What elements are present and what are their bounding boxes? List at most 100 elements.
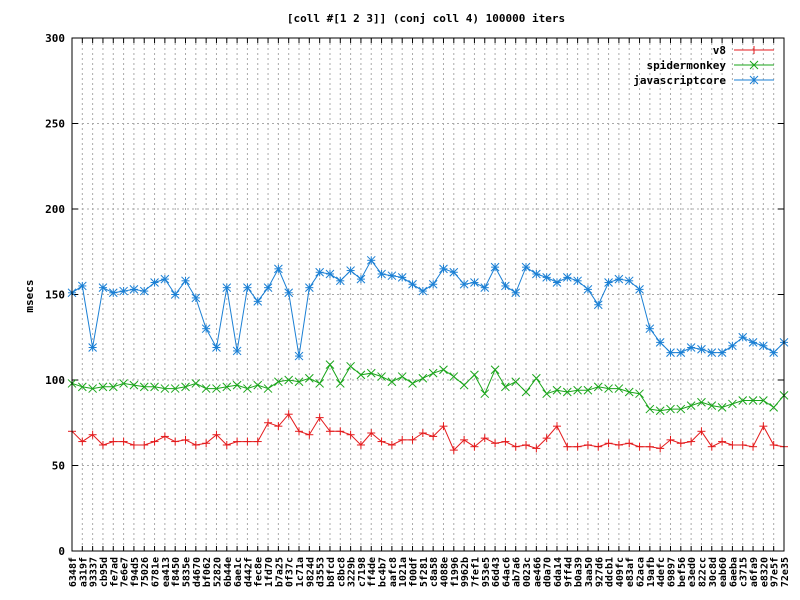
- data-point-spidermonkey: [304, 373, 314, 383]
- data-point-v8: [356, 440, 365, 449]
- data-point-spidermonkey: [635, 389, 644, 399]
- data-point-v8: [491, 439, 500, 448]
- data-point-javascriptcore: [346, 266, 355, 275]
- data-point-v8: [614, 440, 623, 449]
- data-point-spidermonkey: [253, 380, 263, 390]
- data-point-spidermonkey: [531, 373, 541, 383]
- data-point-v8: [212, 430, 221, 439]
- data-point-spidermonkey: [201, 384, 211, 393]
- data-point-javascriptcore: [88, 343, 97, 352]
- data-point-v8: [181, 435, 190, 444]
- data-point-javascriptcore: [738, 332, 748, 342]
- x-tick-label: b0a39: [574, 557, 585, 587]
- x-tick-label: 9962b: [460, 557, 471, 587]
- data-point-spidermonkey: [614, 384, 624, 393]
- data-point-javascriptcore: [521, 262, 531, 272]
- data-point-v8: [656, 444, 665, 453]
- x-tick-label: bf062: [202, 557, 213, 587]
- data-point-spidermonkey: [315, 379, 325, 388]
- legend: v8 spidermonkey javascriptcore: [633, 44, 774, 87]
- data-point-v8: [635, 442, 644, 451]
- x-tick-label: a319f: [78, 557, 89, 587]
- data-point-v8: [98, 440, 107, 449]
- data-point-v8: [542, 434, 551, 443]
- data-point-javascriptcore: [77, 281, 87, 291]
- legend-marker-spidermonkey: [749, 60, 759, 70]
- data-point-spidermonkey: [759, 396, 768, 405]
- data-point-spidermonkey: [439, 365, 448, 375]
- x-tick-label: 6781e: [151, 557, 162, 587]
- data-point-v8: [501, 437, 510, 446]
- data-point-javascriptcore: [315, 267, 325, 277]
- data-point-v8: [718, 437, 727, 446]
- data-point-v8: [418, 429, 427, 438]
- data-point-spidermonkey: [294, 377, 304, 387]
- data-point-spidermonkey: [769, 403, 779, 412]
- data-point-v8: [377, 437, 386, 446]
- data-point-javascriptcore: [542, 273, 552, 282]
- data-point-spidermonkey: [335, 379, 345, 388]
- data-point-javascriptcore: [439, 264, 448, 274]
- data-point-spidermonkey: [77, 382, 87, 392]
- data-point-spidermonkey: [521, 387, 531, 397]
- x-tick-label: 9ff4d: [563, 557, 574, 587]
- data-point-spidermonkey: [449, 372, 459, 381]
- series-line-v8: [71, 413, 785, 451]
- x-tick-label: 66d43: [491, 557, 502, 587]
- data-point-javascriptcore: [335, 276, 345, 286]
- data-point-v8: [697, 427, 706, 436]
- data-point-javascriptcore: [408, 279, 417, 289]
- data-point-spidermonkey: [490, 365, 500, 375]
- x-tick-label: bef56: [677, 557, 688, 587]
- x-tick-label: f94d5: [130, 557, 141, 587]
- data-point-v8: [749, 442, 758, 451]
- x-tick-label: 6da14: [553, 557, 564, 587]
- data-point-javascriptcore: [139, 286, 149, 296]
- data-point-v8: [676, 439, 685, 448]
- data-point-spidermonkey: [604, 384, 613, 393]
- x-tick-label: 4defc: [656, 557, 667, 587]
- data-point-spidermonkey: [88, 384, 97, 393]
- data-point-v8: [769, 440, 778, 449]
- series-line-spidermonkey: [71, 363, 785, 412]
- data-point-spidermonkey: [232, 380, 242, 390]
- x-tick-label: 953e5: [481, 557, 492, 587]
- data-point-javascriptcore: [397, 273, 407, 282]
- data-point-javascriptcore: [356, 274, 366, 284]
- x-tick-label: 52820: [212, 557, 223, 587]
- x-tick-label: 0023c: [522, 557, 533, 587]
- x-tick-label: f00df: [409, 557, 420, 587]
- data-point-v8: [398, 435, 407, 444]
- x-tick-label: d3553: [316, 557, 327, 587]
- x-tick-label: 6348f: [68, 557, 79, 587]
- chart-title: [coll #[1 2 3]] (conj coll 4) 100000 ite…: [287, 12, 565, 25]
- x-tick-label: 19afb: [646, 557, 657, 587]
- data-point-spidermonkey: [418, 373, 428, 383]
- data-point-javascriptcore: [624, 276, 634, 286]
- data-point-javascriptcore: [759, 341, 768, 351]
- data-point-v8: [511, 442, 520, 451]
- data-point-javascriptcore: [108, 288, 118, 298]
- data-point-javascriptcore: [490, 262, 500, 272]
- data-point-spidermonkey: [243, 384, 252, 393]
- data-point-spidermonkey: [160, 384, 170, 393]
- data-point-spidermonkey: [748, 396, 758, 405]
- data-point-spidermonkey: [573, 385, 582, 395]
- data-point-v8: [295, 427, 304, 436]
- x-tick-label: f8450: [171, 557, 182, 587]
- data-point-spidermonkey: [562, 387, 572, 397]
- x-tick-label: ddcb1: [605, 557, 616, 587]
- data-point-spidermonkey: [408, 379, 417, 388]
- data-point-v8: [305, 430, 314, 439]
- data-point-v8: [408, 435, 417, 444]
- data-point-javascriptcore: [552, 278, 562, 287]
- data-point-javascriptcore: [232, 346, 242, 356]
- x-tick-label: cb95d: [99, 557, 110, 587]
- x-tick-label: 7fef1: [470, 557, 481, 587]
- data-point-spidermonkey: [397, 372, 407, 381]
- x-tick-label: bc4b7: [378, 557, 389, 587]
- x-tick-label: 5835e: [182, 557, 193, 587]
- legend-marker-v8: [750, 46, 758, 54]
- x-tick-label: 30c8d: [708, 557, 719, 587]
